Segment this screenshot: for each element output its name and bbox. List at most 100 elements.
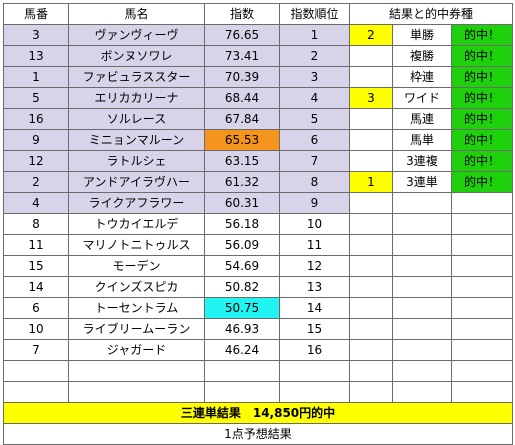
umaban-cell: 16: [3, 108, 69, 130]
horse-row: 3 ヴァンヴィーヴ 76.65 1 2 単勝 的中！: [3, 24, 513, 46]
index-cell: 56.09: [204, 234, 280, 256]
hit-badge: 的中！: [451, 24, 513, 46]
bet-type-cell: 3連複: [392, 150, 452, 172]
horse-name-cell: ミニョンマルーン: [68, 129, 205, 151]
empty-cell: [451, 297, 513, 319]
empty-cell: [451, 339, 513, 361]
empty-cell: [451, 255, 513, 277]
rank-cell: 11: [279, 234, 350, 256]
horse-row: 5 エリカカリーナ 68.44 4 3 ワイド 的中！: [3, 87, 513, 109]
empty-cell: [349, 297, 393, 319]
header-horse-name: 馬名: [68, 3, 205, 25]
umaban-cell: 13: [3, 45, 69, 67]
hit-badge: 的中！: [451, 150, 513, 172]
rank-cell: 1: [279, 24, 350, 46]
index-cell: 61.32: [204, 171, 280, 193]
header-umaban: 馬番: [3, 3, 69, 25]
horse-name-cell: ボンヌソワレ: [68, 45, 205, 67]
empty-cell: [349, 213, 393, 235]
hit-badge: 的中！: [451, 171, 513, 193]
empty-cell: [349, 192, 393, 214]
horse-row: 14 クインズスピカ 50.82 13: [3, 276, 513, 298]
horse-name-cell: ソルレース: [68, 108, 205, 130]
umaban-cell: 8: [3, 213, 69, 235]
empty-row: [3, 360, 513, 382]
header-result-bets: 結果と的中券種: [349, 3, 513, 25]
rank-cell: 5: [279, 108, 350, 130]
umaban-cell: 10: [3, 318, 69, 340]
empty-cell: [392, 213, 452, 235]
index-cell: 76.65: [204, 24, 280, 46]
empty-cell: [349, 255, 393, 277]
umaban-cell: 5: [3, 87, 69, 109]
empty-cell: [349, 276, 393, 298]
header-index-rank: 指数順位: [279, 3, 350, 25]
result-place-cell: 1: [349, 171, 393, 193]
horse-name-cell: クインズスピカ: [68, 276, 205, 298]
rank-cell: 4: [279, 87, 350, 109]
bet-type-cell: 馬連: [392, 108, 452, 130]
empty-cell: [392, 255, 452, 277]
index-cell: 60.31: [204, 192, 280, 214]
rank-cell: 3: [279, 66, 350, 88]
rank-cell: 16: [279, 339, 350, 361]
horse-row: 10 ライブリームーラン 46.93 15: [3, 318, 513, 340]
horse-row: 16 ソルレース 67.84 5 馬連 的中！: [3, 108, 513, 130]
result-place-cell: 2: [349, 24, 393, 46]
umaban-cell: 12: [3, 150, 69, 172]
header-index: 指数: [204, 3, 280, 25]
umaban-cell: 4: [3, 192, 69, 214]
index-cell: 50.75: [204, 297, 280, 319]
bet-type-cell: 枠連: [392, 66, 452, 88]
horse-row: 4 ライクアフラワー 60.31 9: [3, 192, 513, 214]
empty-cell: [392, 318, 452, 340]
rank-cell: 7: [279, 150, 350, 172]
footer-row: 1点予想結果: [3, 423, 513, 445]
horse-rows: 3 ヴァンヴィーヴ 76.65 1 2 単勝 的中！ 13 ボンヌソワレ 73.41 2 複勝 的中！ 1…: [3, 24, 513, 361]
hit-badge: 的中！: [451, 108, 513, 130]
result-place-cell: 3: [349, 87, 393, 109]
horse-name-cell: ファビュラススター: [68, 66, 205, 88]
empty-cell: [349, 339, 393, 361]
umaban-cell: 1: [3, 66, 69, 88]
rank-cell: 10: [279, 213, 350, 235]
umaban-cell: 9: [3, 129, 69, 151]
hit-badge: 的中！: [451, 87, 513, 109]
horse-row: 12 ラトルシェ 63.15 7 3連複 的中！: [3, 150, 513, 172]
bet-type-cell: ワイド: [392, 87, 452, 109]
empty-row: [3, 381, 513, 403]
horse-name-cell: トーセントラム: [68, 297, 205, 319]
umaban-cell: 15: [3, 255, 69, 277]
rank-cell: 15: [279, 318, 350, 340]
horse-name-cell: エリカカリーナ: [68, 87, 205, 109]
index-cell: 54.69: [204, 255, 280, 277]
rank-cell: 14: [279, 297, 350, 319]
index-cell: 65.53: [204, 129, 280, 151]
hit-badge: 的中！: [451, 129, 513, 151]
trifecta-summary: 三連単結果 14,850円的中: [3, 402, 513, 424]
empty-cell: [349, 234, 393, 256]
empty-cell: [451, 192, 513, 214]
empty-cell: [392, 339, 452, 361]
result-place-cell: [349, 150, 393, 172]
rank-cell: 6: [279, 129, 350, 151]
horse-row: 11 マリノトニトゥルス 56.09 11: [3, 234, 513, 256]
rank-cell: 12: [279, 255, 350, 277]
horse-row: 2 アンドアイラヴハー 61.32 8 1 3連単 的中！: [3, 171, 513, 193]
umaban-cell: 6: [3, 297, 69, 319]
header-row: 馬番 馬名 指数 指数順位 結果と的中券種: [3, 3, 513, 25]
horse-name-cell: モーデン: [68, 255, 205, 277]
index-cell: 73.41: [204, 45, 280, 67]
result-place-cell: [349, 66, 393, 88]
bet-type-cell: 単勝: [392, 24, 452, 46]
horse-name-cell: ライブリームーラン: [68, 318, 205, 340]
bet-type-cell: 馬単: [392, 129, 452, 151]
horse-name-cell: ヴァンヴィーヴ: [68, 24, 205, 46]
horse-name-cell: ジャガード: [68, 339, 205, 361]
index-cell: 67.84: [204, 108, 280, 130]
empty-cell: [392, 234, 452, 256]
index-cell: 70.39: [204, 66, 280, 88]
horse-row: 9 ミニョンマルーン 65.53 6 馬単 的中！: [3, 129, 513, 151]
horse-name-cell: マリノトニトゥルス: [68, 234, 205, 256]
empty-cell: [392, 276, 452, 298]
